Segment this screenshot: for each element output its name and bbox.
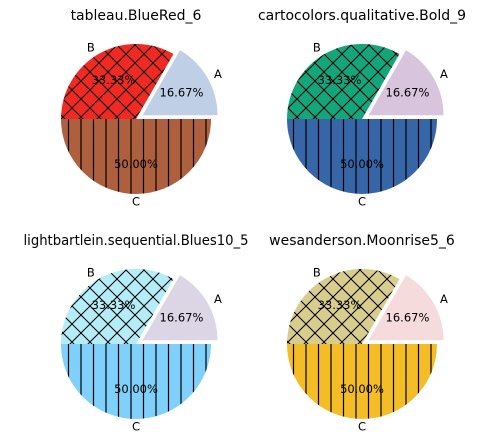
chart-title: tableau.BlueRed_6	[71, 8, 202, 24]
pie-slice-c	[61, 119, 211, 194]
slice-value-label: 33.33%	[92, 73, 136, 87]
slice-category-label: C	[358, 195, 366, 209]
chart-title: lightbartlein.sequential.Blues10_5	[24, 233, 249, 249]
slice-value-label: 16.67%	[386, 311, 430, 325]
slice-category-label: C	[132, 195, 140, 209]
pie-slice-b	[287, 269, 400, 344]
slice-value-label: 50.00%	[114, 157, 158, 171]
pie-slice-a	[368, 50, 444, 116]
slice-value-label: 16.67%	[160, 86, 204, 100]
pie-panel-4: wesanderson.Moonrise5_6 16.67% A 33.33% B 50.…	[269, 233, 455, 434]
slice-category-label: A	[440, 67, 448, 81]
slice-value-label: 33.33%	[92, 298, 136, 312]
slice-value-label: 50.00%	[340, 382, 384, 396]
pie-slice-a	[142, 50, 218, 116]
slice-category-label: A	[440, 292, 448, 306]
slice-value-label: 33.33%	[318, 298, 362, 312]
pie-panel-2: cartocolors.qualitative.Bold_9 16.67% A 33.…	[258, 8, 466, 209]
slice-category-label: C	[132, 420, 140, 434]
pie-slice-c	[287, 119, 437, 194]
pie-slice-b	[61, 43, 174, 119]
pie-slice-c	[61, 344, 211, 419]
slice-category-label: B	[87, 41, 95, 55]
slice-value-label: 50.00%	[114, 382, 158, 396]
pie-slice-a	[368, 275, 444, 341]
slice-category-label: B	[313, 266, 321, 280]
pie-slice-a	[142, 275, 218, 341]
pie-slice-c	[287, 344, 437, 419]
slice-category-label: A	[214, 67, 222, 81]
slice-value-label: 33.33%	[318, 73, 362, 87]
chart-title: wesanderson.Moonrise5_6	[269, 233, 455, 249]
slice-value-label: 50.00%	[340, 157, 384, 171]
slice-category-label: B	[313, 41, 321, 55]
chart-title: cartocolors.qualitative.Bold_9	[258, 8, 466, 24]
slice-category-label: C	[358, 420, 366, 434]
slice-category-label: A	[214, 292, 222, 306]
slice-category-label: B	[87, 266, 95, 280]
pie-panel-3: lightbartlein.sequential.Blues10_5 16.67%…	[24, 233, 249, 434]
pie-slice-b	[61, 269, 174, 344]
pie-panel-1: tableau.BlueRed_6 16.67% A 33.33% B 50.00% C	[61, 8, 222, 209]
slice-value-label: 16.67%	[160, 311, 204, 325]
slice-value-label: 16.67%	[386, 86, 430, 100]
pie-slice-b	[287, 44, 400, 119]
